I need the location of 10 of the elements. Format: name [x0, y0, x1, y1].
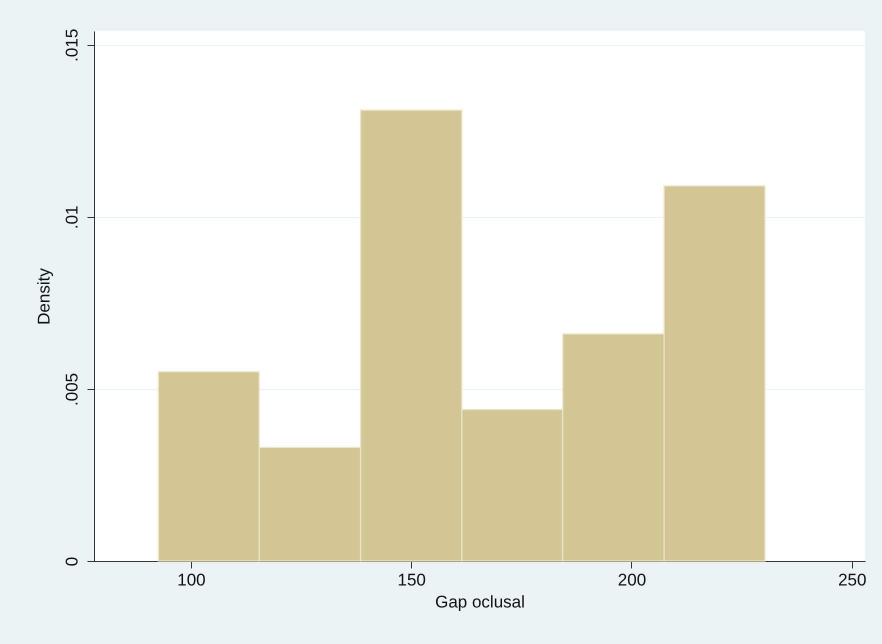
- x-tick-label: 150: [398, 570, 426, 590]
- y-tick-label: .01: [62, 206, 82, 230]
- x-axis-title: Gap oclusal: [435, 592, 525, 612]
- y-tick-label: 0: [62, 556, 82, 566]
- y-tick-label: .005: [62, 372, 82, 406]
- x-tick-label: 200: [618, 570, 646, 590]
- y-tick-label: .015: [62, 28, 82, 62]
- y-axis-title: Density: [34, 268, 54, 325]
- x-tick-label: 250: [838, 570, 866, 590]
- x-tick-label: 100: [177, 570, 206, 590]
